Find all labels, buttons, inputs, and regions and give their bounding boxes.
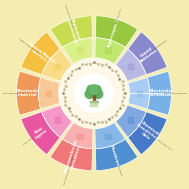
- Wedge shape: [63, 38, 93, 64]
- Wedge shape: [16, 71, 41, 115]
- Circle shape: [94, 90, 103, 98]
- Wedge shape: [95, 38, 125, 64]
- Wedge shape: [95, 122, 125, 149]
- Circle shape: [85, 90, 94, 98]
- Wedge shape: [128, 32, 167, 75]
- Text: Liquid Batteries: Liquid Batteries: [152, 40, 167, 51]
- Text: Raw Lignin: Raw Lignin: [23, 137, 34, 145]
- Wedge shape: [50, 139, 92, 171]
- Wedge shape: [50, 16, 92, 47]
- Text: Electrode
Material: Electrode Material: [16, 89, 39, 97]
- Text: Chemical
Crosslinked
Gels: Chemical Crosslinked Gels: [133, 119, 163, 145]
- Wedge shape: [115, 105, 146, 137]
- Text: Liquid
Batteries: Liquid Batteries: [137, 44, 159, 64]
- Bar: [137, 91, 142, 96]
- Wedge shape: [9, 9, 178, 178]
- Bar: [93, 95, 95, 101]
- Wedge shape: [42, 49, 73, 81]
- Bar: [90, 101, 98, 107]
- Bar: [105, 134, 111, 139]
- Text: Electrode Material: Electrode Material: [3, 93, 23, 94]
- Wedge shape: [63, 122, 93, 149]
- Bar: [46, 91, 51, 96]
- Wedge shape: [128, 112, 167, 155]
- Wedge shape: [128, 93, 149, 109]
- Circle shape: [6, 5, 182, 181]
- Bar: [77, 47, 83, 53]
- Text: Raw
Lignin: Raw Lignin: [32, 125, 48, 140]
- Text: Chemical Crosslinked Gels: Chemical Crosslinked Gels: [147, 132, 172, 150]
- Text: Carbon-Based Carriers: Carbon-Based Carriers: [18, 38, 39, 53]
- Circle shape: [59, 58, 129, 129]
- Text: Separator Modification: Separator Modification: [64, 4, 73, 28]
- Text: Supercapacitor: Supercapacitor: [107, 12, 122, 48]
- Wedge shape: [128, 77, 149, 93]
- Wedge shape: [39, 77, 60, 109]
- Wedge shape: [115, 49, 146, 81]
- Text: Carbon-Based
Carriers: Carbon-Based Carriers: [25, 41, 56, 67]
- Circle shape: [75, 74, 113, 113]
- Wedge shape: [21, 112, 60, 155]
- Bar: [55, 117, 60, 122]
- Text: Macromolecule Derivatives: Macromolecule Derivatives: [64, 156, 74, 185]
- Text: Electrode Formation: Electrode Formation: [164, 93, 186, 94]
- Wedge shape: [21, 32, 60, 75]
- Bar: [128, 64, 133, 69]
- Wedge shape: [147, 71, 171, 93]
- Wedge shape: [147, 93, 171, 115]
- Text: Supercapacitor: Supercapacitor: [116, 8, 122, 24]
- Wedge shape: [95, 139, 138, 171]
- Text: Membrane: Membrane: [117, 164, 121, 176]
- Circle shape: [88, 85, 100, 98]
- Bar: [128, 117, 133, 122]
- Wedge shape: [42, 105, 73, 137]
- Circle shape: [8, 7, 180, 180]
- Text: Electrode
Formation: Electrode Formation: [148, 89, 172, 97]
- Bar: [55, 64, 60, 69]
- Text: Macromolecule
Derivatives: Macromolecule Derivatives: [64, 138, 83, 175]
- Text: Membrane: Membrane: [109, 144, 120, 169]
- Wedge shape: [8, 7, 180, 180]
- Bar: [77, 134, 83, 139]
- Circle shape: [89, 85, 99, 94]
- Wedge shape: [95, 16, 138, 47]
- Circle shape: [87, 85, 96, 94]
- Text: Separator
Modification: Separator Modification: [65, 15, 82, 45]
- Circle shape: [92, 85, 101, 94]
- Bar: [105, 47, 111, 53]
- Bar: [90, 101, 98, 102]
